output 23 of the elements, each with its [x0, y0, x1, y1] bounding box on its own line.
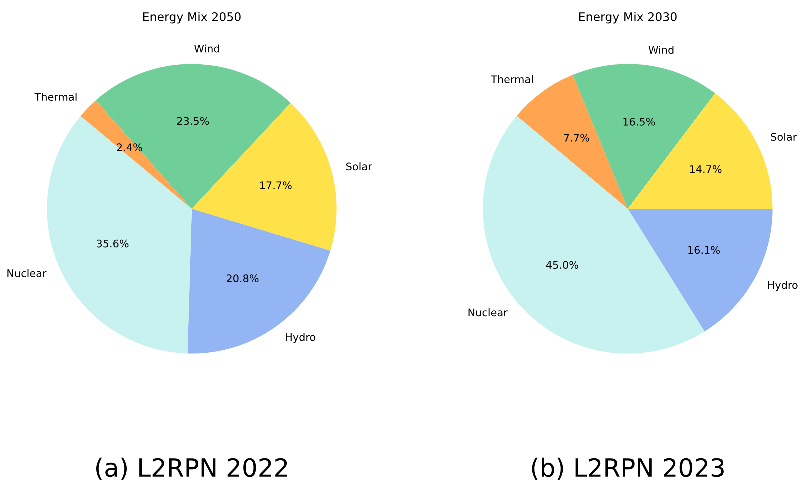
chart-title: Energy Mix 2050 [143, 12, 241, 24]
data-label: 16.5% [624, 118, 656, 126]
slice-label: Thermal [34, 92, 77, 102]
slice-label: Wind [648, 46, 674, 54]
data-label: 20.8% [226, 274, 259, 283]
slice-label: Solar [771, 132, 798, 142]
data-label: 7.7% [564, 134, 590, 142]
data-label: 14.7% [690, 165, 722, 174]
text: (a) L2RPN 2022 [96, 458, 288, 480]
slice-label: Wind [194, 44, 220, 53]
slice-label: Solar [346, 162, 372, 171]
slice-label: Hydro [286, 333, 316, 344]
data-label: 16.1% [688, 246, 720, 254]
data-label: 35.6% [97, 240, 129, 248]
slice-label: Nuclear [8, 269, 47, 278]
text: (b) L2RPN 2023 [532, 458, 724, 480]
slice-label: Nuclear [468, 308, 508, 317]
slice-label: Hydro [768, 281, 798, 292]
data-label: 23.5% [177, 117, 210, 126]
data-label: 17.7% [260, 182, 292, 190]
data-label: 45.0% [546, 261, 578, 270]
slice-label: Thermal [491, 75, 533, 84]
chart-title: Energy Mix 2030 [579, 12, 677, 24]
